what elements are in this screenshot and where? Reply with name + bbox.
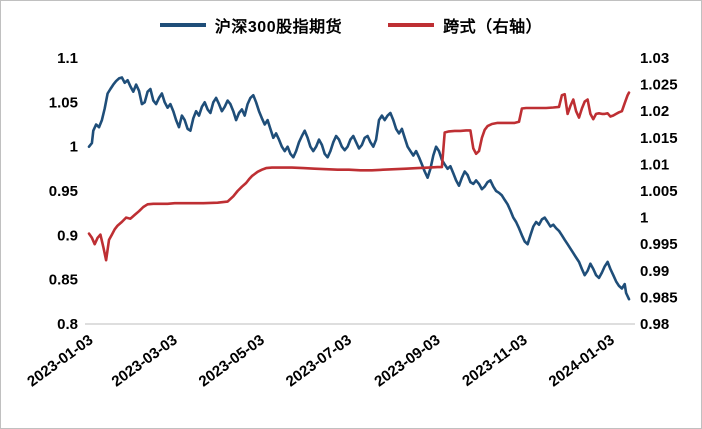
chart-legend: 沪深300股指期货 跨式（右轴） bbox=[1, 13, 701, 37]
series-line-0 bbox=[87, 76, 631, 301]
right-axis-tick-label: 0.98 bbox=[640, 316, 669, 333]
legend-line-swatch-red bbox=[388, 23, 435, 27]
x-axis-tick-label: 2023-05-03 bbox=[196, 331, 268, 390]
legend-label-straddle: 跨式（右轴） bbox=[443, 19, 543, 36]
right-axis-tick-label: 1.005 bbox=[640, 183, 678, 200]
x-axis-tick-label: 2023-09-03 bbox=[371, 331, 443, 390]
right-axis-tick-label: 0.99 bbox=[640, 263, 669, 280]
x-axis-tick-label: 2024-01-03 bbox=[546, 331, 618, 390]
left-axis-tick-label: 1.1 bbox=[57, 50, 78, 67]
right-axis-tick-label: 1.015 bbox=[640, 130, 678, 147]
right-axis-tick-label: 1 bbox=[640, 210, 648, 227]
right-axis-tick-label: 0.995 bbox=[640, 236, 678, 253]
legend-label-futures: 沪深300股指期货 bbox=[214, 19, 343, 36]
right-axis-tick-label: 1.025 bbox=[640, 77, 678, 94]
left-axis-tick-label: 1.05 bbox=[49, 94, 78, 111]
right-axis-tick-label: 1.02 bbox=[640, 103, 669, 120]
right-axis-tick-label: 0.985 bbox=[640, 289, 678, 306]
left-axis-tick-label: 1 bbox=[70, 139, 78, 156]
x-axis-tick-label: 2023-01-03 bbox=[24, 331, 96, 390]
x-axis-tick-label: 2023-11-03 bbox=[459, 331, 530, 389]
series-line-1 bbox=[87, 91, 631, 262]
left-axis-tick-label: 0.95 bbox=[49, 183, 78, 200]
legend-item-futures: 沪深300股指期货 bbox=[159, 13, 343, 37]
left-axis-tick-label: 0.8 bbox=[57, 316, 78, 333]
left-axis-tick-label: 0.9 bbox=[57, 227, 78, 244]
legend-item-straddle: 跨式（右轴） bbox=[388, 13, 542, 37]
right-axis-tick-label: 1.01 bbox=[640, 156, 669, 173]
x-axis-tick-label: 2023-07-03 bbox=[283, 331, 355, 390]
left-axis-tick-label: 0.85 bbox=[49, 272, 78, 289]
x-axis-tick-label: 2023-03-03 bbox=[109, 331, 181, 390]
legend-line-swatch-blue bbox=[159, 23, 206, 27]
right-axis-tick-label: 1.03 bbox=[640, 50, 669, 67]
